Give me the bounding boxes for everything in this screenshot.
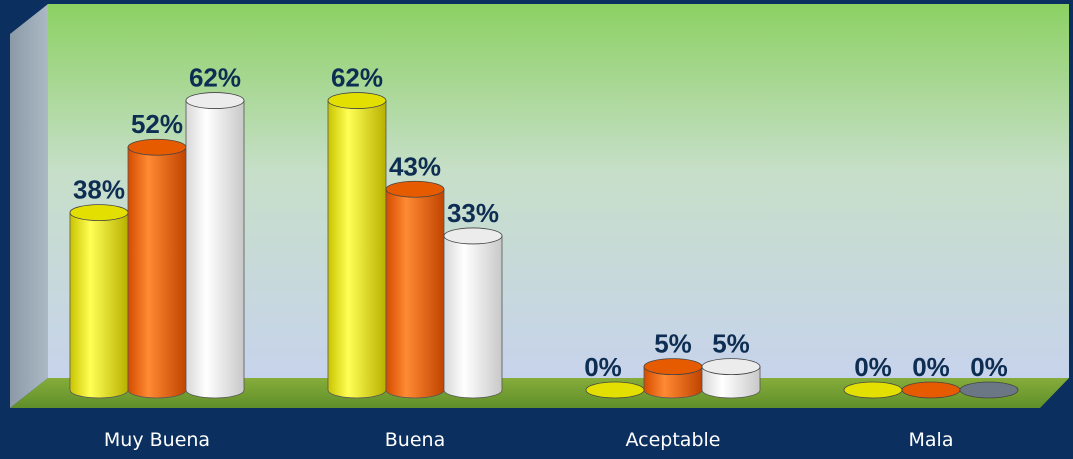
value-label-1-0: 62%	[331, 63, 383, 93]
value-labels-layer: 38%52%62% 62%43%33%0%5% 5%0% 0% 0%	[73, 63, 1008, 382]
value-label-1-1: 43%	[389, 151, 441, 181]
plot-back-wall	[48, 4, 1069, 378]
value-label-2-0: 0%	[584, 352, 622, 382]
category-label-3: Mala	[909, 429, 954, 451]
bar-1-0	[327, 92, 387, 399]
bar-3-2	[959, 381, 1019, 399]
category-label-2: Aceptable	[626, 429, 721, 451]
category-label-0: Muy Buena	[104, 429, 210, 451]
bar-0-2	[185, 92, 245, 399]
plot-floor	[10, 378, 1069, 408]
bar-2-2	[701, 358, 761, 399]
bar-3-1	[901, 381, 961, 399]
bars-layer	[69, 92, 1019, 399]
value-label-2-2: 5%	[712, 329, 750, 359]
bar-2-1	[643, 358, 703, 399]
value-label-0-1: 52%	[131, 109, 183, 139]
bar-1-1	[385, 180, 445, 399]
value-label-0-0: 38%	[73, 175, 125, 205]
value-label-1-2: 33%	[447, 198, 499, 228]
category-label-1: Buena	[385, 429, 445, 451]
plot-side-wall	[10, 4, 48, 408]
value-label-3-1: 0%	[912, 352, 950, 382]
bar-1-2	[443, 227, 503, 399]
bar-3-0	[843, 381, 903, 399]
value-label-3-2: 0%	[970, 352, 1008, 382]
category-labels-layer: Muy Buena Buena Aceptable Mala	[104, 429, 954, 451]
value-label-2-1: 5%	[654, 329, 692, 359]
value-label-0-2: 62%	[189, 63, 241, 93]
value-label-3-0: 0%	[854, 352, 892, 382]
bar-2-0	[585, 381, 645, 399]
bar-0-1	[127, 138, 187, 399]
bar-0-0	[69, 204, 129, 399]
